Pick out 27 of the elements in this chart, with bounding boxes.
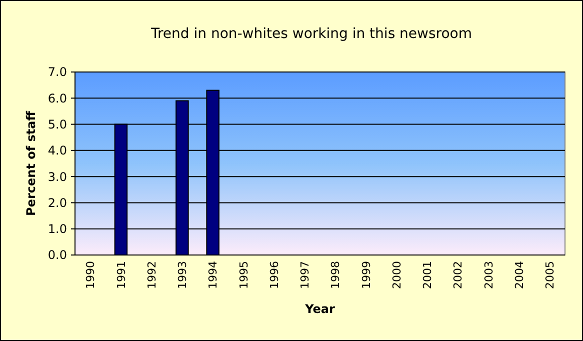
y-tick-label: 5.0 <box>48 117 67 132</box>
x-tick-label: 2005 <box>544 261 557 289</box>
y-tick-label: 1.0 <box>48 222 67 236</box>
chart-title: Trend in non-whites working in this newsroom <box>150 26 472 42</box>
y-tick-label: 4.0 <box>48 144 67 158</box>
x-tick-label: 2004 <box>512 261 526 289</box>
y-tick-label: 6.0 <box>48 91 67 106</box>
x-tick-label: 1992 <box>145 261 158 289</box>
x-tick-label: 2003 <box>482 261 496 289</box>
x-axis-title: Year <box>304 302 335 316</box>
x-tick-label: 1998 <box>329 261 342 289</box>
y-tick-label: 3.0 <box>48 170 67 184</box>
x-tick-label: 2000 <box>390 261 404 289</box>
y-tick-label: 0.0 <box>48 248 67 262</box>
y-axis-title: Percent of staff <box>24 110 38 216</box>
x-tick-label: 1990 <box>84 261 98 289</box>
x-tick-label: 1991 <box>114 261 128 289</box>
y-tick-label: 7.0 <box>48 65 67 80</box>
y-tick-label: 2.0 <box>48 196 67 210</box>
x-tick-label: 1999 <box>360 261 373 289</box>
x-tick-label: 1996 <box>268 261 281 289</box>
x-tick-label: 1994 <box>206 261 220 289</box>
x-tick-label: 1997 <box>298 261 312 289</box>
x-tick-label: 1995 <box>237 261 250 289</box>
x-tick-label: 2001 <box>421 261 434 289</box>
x-tick-label: 1993 <box>176 261 190 289</box>
x-tick-label: 2002 <box>452 261 465 289</box>
